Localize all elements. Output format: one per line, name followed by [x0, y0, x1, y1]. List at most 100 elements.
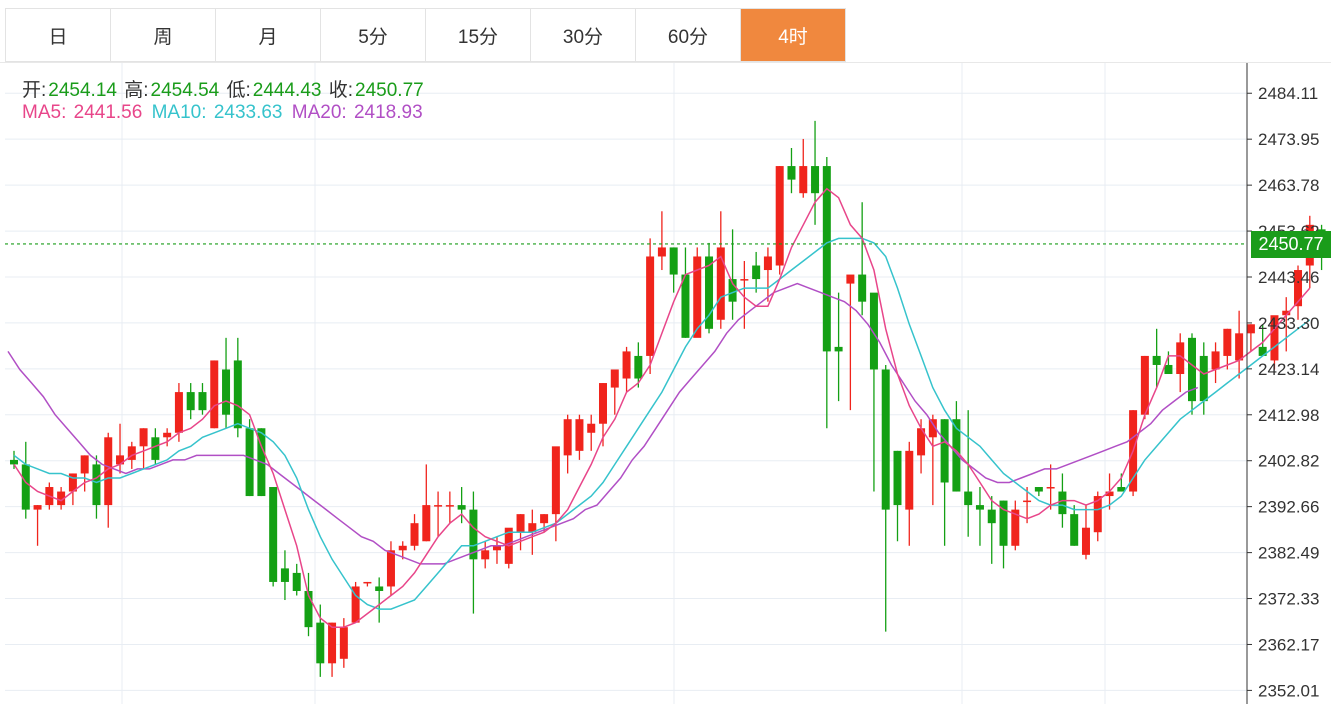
candle [57, 487, 66, 510]
candle-body [1093, 496, 1102, 533]
candle [869, 292, 878, 492]
candle-body [575, 419, 584, 451]
candle-body [316, 622, 325, 664]
candle-body [999, 500, 1008, 546]
candle-body [975, 505, 984, 510]
candle-body [787, 166, 796, 180]
candle [610, 369, 619, 415]
candle [1176, 333, 1185, 393]
candle [563, 414, 572, 474]
candle-body [693, 256, 702, 338]
candle [740, 260, 749, 329]
candle [1223, 328, 1232, 370]
candle-body [33, 505, 42, 510]
candle [210, 360, 219, 429]
candle [375, 577, 384, 623]
candle-body [328, 622, 337, 664]
period-tabs: 日 周 月 5分 15分 30分 60分 4时 [5, 8, 846, 62]
candle-body [104, 437, 113, 506]
price-tick-label: 2392.66 [1258, 498, 1319, 517]
candle-body [492, 545, 501, 551]
candle [716, 211, 725, 329]
ma10-line [13, 237, 1311, 610]
candle-body [434, 505, 443, 507]
candle [646, 238, 655, 375]
candle-body [127, 446, 136, 460]
candle [1246, 324, 1255, 352]
candle-body [469, 509, 478, 560]
candle-body [928, 419, 937, 438]
candle-body [987, 509, 996, 524]
candle [587, 414, 596, 451]
candle [1152, 328, 1161, 388]
candle [775, 166, 784, 275]
candle [33, 505, 42, 546]
candle [481, 541, 490, 569]
candle-body [351, 586, 360, 623]
candle-body [1011, 509, 1020, 546]
candle-body [681, 274, 690, 338]
candle-body [622, 351, 631, 379]
candle-body [952, 419, 961, 492]
candle-body [222, 369, 231, 415]
tab-60min[interactable]: 60分 [636, 9, 741, 61]
tab-day[interactable]: 日 [6, 9, 111, 61]
candle [1258, 324, 1267, 356]
tab-15min[interactable]: 15分 [426, 9, 531, 61]
candle [304, 572, 313, 637]
candle [10, 450, 18, 469]
price-tick-label: 2433.30 [1258, 314, 1319, 333]
candle-body [186, 392, 195, 411]
tab-week[interactable]: 周 [111, 9, 216, 61]
candle-body [657, 247, 666, 257]
candle-body [858, 274, 867, 302]
candle [363, 581, 372, 587]
price-tick-label: 2362.17 [1258, 635, 1319, 654]
candle [434, 491, 443, 537]
candle-body [846, 274, 855, 284]
candle-body [1046, 487, 1055, 489]
candle [104, 432, 113, 528]
tab-5min[interactable]: 5分 [321, 9, 426, 61]
candle-body [587, 423, 596, 433]
ma-info: MA5: 2441.56 MA10: 2433.63 MA20: 2418.93 [22, 102, 427, 124]
candle-body [834, 346, 843, 352]
candle-body [363, 581, 372, 584]
candle [21, 441, 30, 519]
candle-body [705, 256, 714, 329]
candles-layer [10, 120, 1326, 677]
candle [822, 157, 831, 429]
candle [269, 487, 278, 587]
candle [893, 450, 902, 542]
candle-body [599, 383, 607, 424]
candle [351, 581, 360, 623]
ma20-line [7, 282, 1199, 565]
candle-body [811, 166, 820, 194]
candle [80, 455, 89, 492]
candle [693, 247, 702, 338]
candle-body [1034, 487, 1043, 492]
candle [1081, 505, 1090, 560]
candle [928, 414, 937, 506]
candle-body [1081, 527, 1090, 555]
candle [1140, 355, 1149, 420]
candle-body [540, 514, 549, 524]
candle [999, 500, 1008, 569]
ma5-line [13, 187, 1311, 628]
candle-body [1070, 514, 1079, 546]
price-tick-label: 2352.01 [1258, 681, 1319, 700]
candle-body [1246, 324, 1255, 334]
candle-body [198, 392, 207, 411]
candle [1282, 297, 1291, 352]
candle [858, 202, 867, 316]
candle-body [563, 419, 572, 456]
candle-body [752, 265, 761, 280]
candle [881, 364, 890, 632]
candle-body [1140, 355, 1149, 415]
candle-body [386, 550, 395, 587]
tab-month[interactable]: 月 [216, 9, 321, 61]
tab-4hour[interactable]: 4时 [741, 9, 846, 61]
candle [681, 247, 690, 338]
candle-body [1223, 328, 1232, 356]
tab-30min[interactable]: 30分 [531, 9, 636, 61]
